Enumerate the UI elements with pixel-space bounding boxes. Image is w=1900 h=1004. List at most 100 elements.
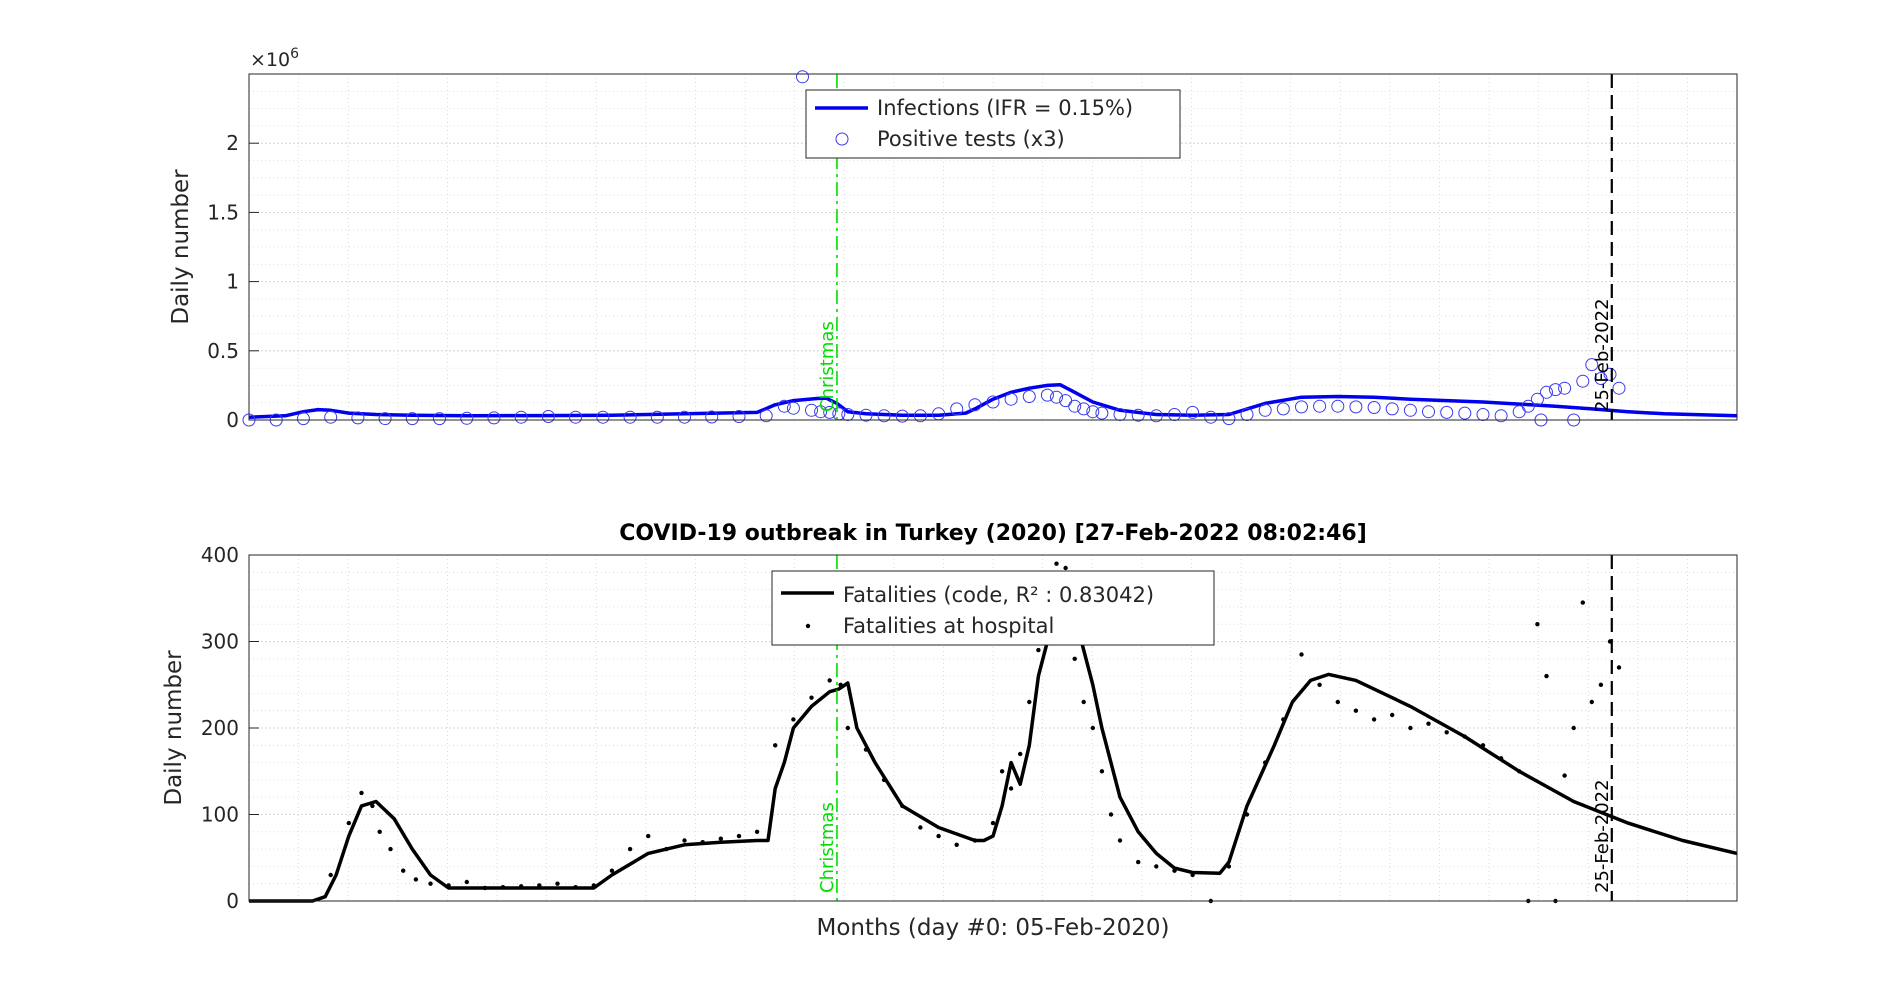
fatalities-series-1-point bbox=[1498, 756, 1504, 761]
fatalities-series-1-point bbox=[1263, 760, 1268, 765]
infections-y-tick-label: 0 bbox=[226, 408, 239, 432]
fatalities-series-1-point bbox=[1154, 864, 1159, 869]
hospital-fatalities-legend-marker bbox=[805, 623, 811, 629]
fatalities-y-tick-label: 300 bbox=[201, 630, 239, 654]
fatalities-series-1-point bbox=[573, 885, 578, 890]
fatalities-series-1-point bbox=[1299, 652, 1304, 657]
infections-series-1-point bbox=[487, 411, 501, 425]
infections-series-1-point bbox=[814, 405, 828, 419]
fatalities-series-1-point bbox=[500, 885, 506, 890]
fatalities-series-1-point bbox=[401, 868, 406, 873]
fatalities-series-1-point bbox=[773, 743, 778, 748]
fatalities-series-1-point bbox=[838, 682, 843, 687]
infections-series-1-point bbox=[1440, 405, 1454, 419]
fatalities-series-1-point bbox=[1480, 743, 1486, 748]
infections-series-1-point bbox=[1403, 403, 1417, 417]
infections-series-1-point bbox=[823, 405, 837, 419]
fatalities-series-1-point bbox=[359, 790, 364, 796]
fatalities-series-1-point bbox=[1462, 734, 1468, 739]
infections-series-1-point bbox=[1295, 400, 1308, 414]
infections-series-1-point bbox=[1095, 406, 1109, 420]
infections-series-1-point bbox=[1204, 410, 1218, 424]
positive-tests-legend-marker bbox=[835, 132, 849, 146]
infections-series-1-point bbox=[1222, 412, 1236, 426]
fatalities-series-1-point bbox=[1571, 725, 1576, 731]
fatalities-series-1-point bbox=[328, 872, 333, 878]
fatalities-series-1-point bbox=[1072, 656, 1077, 661]
fatalities-series-1-point bbox=[809, 695, 814, 700]
fatalities-series-1-point bbox=[1244, 812, 1250, 817]
fatalities-series-1-point bbox=[791, 717, 796, 722]
infections-series-1-point bbox=[1549, 383, 1562, 397]
infections-series-1-point bbox=[433, 412, 446, 426]
infections-series-1-point bbox=[1276, 402, 1290, 416]
infections-series-1-point bbox=[1576, 374, 1590, 388]
infections-series-1-point bbox=[1585, 358, 1599, 372]
fatalities-series-1-point bbox=[999, 769, 1005, 774]
fatalities-series-0-line bbox=[249, 605, 1738, 903]
infections-y-exponent-power: 6 bbox=[290, 46, 299, 62]
infections-legend-label: Infections (IFR = 0.15%) bbox=[877, 96, 1133, 120]
infections-series-1-point bbox=[805, 403, 818, 417]
infections-y-tick-label: 0.5 bbox=[207, 339, 239, 363]
fatalities-series-1-point bbox=[627, 846, 633, 852]
fatalities-series-1-point bbox=[1054, 561, 1059, 566]
fatalities-series-1-point bbox=[519, 884, 524, 889]
infections-series-1-point bbox=[1530, 392, 1544, 406]
infections-series-1-point bbox=[859, 408, 873, 422]
infections-series-1-point bbox=[786, 401, 800, 415]
infections-legend: Infections (IFR = 0.15%) Positive tests … bbox=[805, 89, 1181, 159]
fatalities-series-1-point bbox=[555, 881, 560, 886]
fatalities-series-1-point bbox=[918, 825, 923, 830]
fatalities-series-1-point bbox=[1063, 565, 1068, 571]
fatalities-series-1-point bbox=[1616, 665, 1622, 670]
infections-series-1-point bbox=[1521, 399, 1535, 413]
infections-series-1-point bbox=[1077, 402, 1091, 416]
fatalities-series-1-point bbox=[1108, 812, 1114, 817]
fatalities-series-1-point bbox=[1099, 769, 1105, 774]
positive-tests-legend-label: Positive tests (x3) bbox=[877, 127, 1065, 151]
fatalities-y-tick-label: 100 bbox=[201, 803, 239, 827]
infections-series-1-point bbox=[1385, 402, 1399, 416]
infections-series-1-point bbox=[986, 395, 1000, 409]
fatalities-series-1-point bbox=[446, 883, 451, 888]
fatalities-series-1-point bbox=[990, 820, 996, 826]
infections-series-1-point bbox=[796, 70, 809, 84]
fatalities-series-1-point bbox=[1081, 699, 1086, 705]
infections-series-1-point bbox=[541, 410, 555, 423]
fatalities-series-1-point bbox=[664, 846, 669, 852]
fatalities-series-1-point bbox=[1535, 622, 1540, 627]
fatalities-legend-box bbox=[771, 570, 1215, 646]
infections-series-1-point bbox=[1313, 399, 1327, 413]
fatalities-y-tick-label: 200 bbox=[201, 716, 239, 740]
infections-series-1-point bbox=[1612, 381, 1626, 395]
fatalities-series-1-point bbox=[1190, 872, 1195, 878]
fatalities-series-1-point bbox=[1408, 725, 1413, 731]
infections-series-1-point bbox=[1149, 409, 1163, 423]
infections-series-1-point bbox=[351, 411, 365, 425]
infections-series-1-point bbox=[296, 412, 310, 426]
infections-series-1-point bbox=[1367, 401, 1381, 414]
fatalities-y-tick-label: 0 bbox=[226, 889, 239, 913]
infections-series-1-point bbox=[732, 410, 746, 423]
infections-series-1-point bbox=[1258, 403, 1272, 417]
fatalities-series-1-point bbox=[370, 803, 375, 809]
fatalities-series-1-point bbox=[1589, 699, 1595, 705]
infections-event-label-1: 25-Feb-2022 bbox=[1592, 298, 1613, 412]
infections-series-1-point bbox=[877, 409, 891, 423]
fatalities-legend-label: Fatalities (code, R² : 0.83042) bbox=[843, 583, 1154, 607]
fatalities-series-1-point bbox=[1027, 699, 1032, 705]
fatalities-series-1-point bbox=[1390, 712, 1395, 718]
fatalities-series-1-point bbox=[1036, 647, 1041, 653]
infections-series bbox=[242, 70, 1738, 427]
fatalities-series-1-point bbox=[377, 829, 382, 834]
fatalities-series-1-point bbox=[900, 803, 905, 809]
infections-series-1-point bbox=[1349, 400, 1363, 414]
fatalities-series-1-point bbox=[1172, 868, 1177, 873]
infections-series-1-point bbox=[950, 402, 964, 416]
fatalities-series-1-point bbox=[464, 879, 469, 885]
infections-series-1-point bbox=[650, 410, 664, 424]
fatalities-y-ticks: 0 100 200 300 400 bbox=[201, 543, 259, 913]
infections-series-1-point bbox=[1540, 385, 1553, 399]
